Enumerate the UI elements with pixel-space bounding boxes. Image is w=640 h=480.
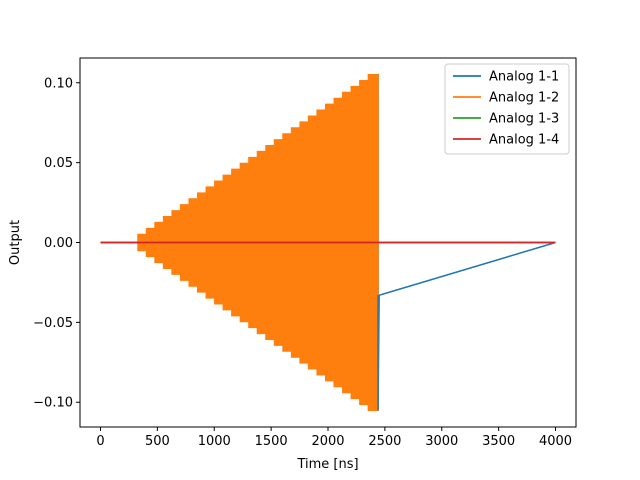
legend-label: Analog 1-2 [489,91,559,106]
y-axis: −0.10 −0.05 0.00 0.05 0.10 [33,76,80,411]
y-tick-label: −0.10 [33,396,73,411]
x-tick-label: 2500 [368,434,401,449]
legend-label: Analog 1-1 [489,70,559,85]
x-tick-label: 2000 [311,434,344,449]
legend-label: Analog 1-4 [489,133,559,148]
legend: Analog 1-1 Analog 1-2 Analog 1-3 Analog 1-4 [444,63,570,155]
series-layer [100,73,556,411]
legend-box [444,63,570,155]
x-tick-label: 4000 [539,434,572,449]
y-tick-label: −0.05 [33,316,73,331]
y-tick-label: 0.00 [44,236,73,251]
x-axis-label: Time [ns] [296,457,358,472]
x-tick-label: 500 [145,434,170,449]
legend-label: Analog 1-3 [489,112,559,127]
x-tick-label: 1000 [198,434,231,449]
y-tick-label: 0.05 [44,156,73,171]
x-tick-label: 3500 [482,434,515,449]
x-axis: 0 500 1000 1500 2000 2500 3000 3500 4000 [96,427,572,449]
x-tick-label: 0 [96,434,104,449]
x-tick-label: 3000 [425,434,458,449]
y-tick-label: 0.10 [44,76,73,91]
x-tick-label: 1500 [255,434,288,449]
y-axis-label: Output [8,220,23,265]
